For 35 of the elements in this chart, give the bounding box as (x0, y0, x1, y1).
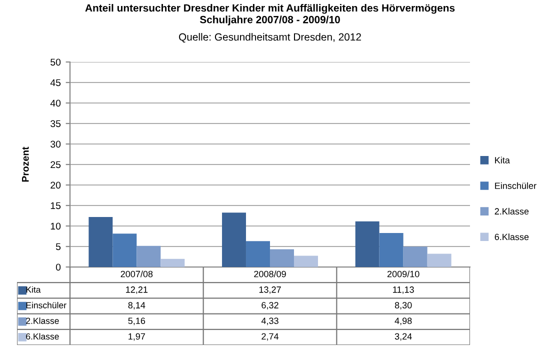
legend-label: 6.Klasse (494, 233, 529, 240)
data-label: 8,30 (394, 302, 412, 310)
y-tick-label: 45 (50, 79, 61, 86)
x-tick-label: 2009/10 (387, 270, 420, 278)
y-tick-label: 15 (50, 202, 61, 210)
data-label: 13,27 (259, 286, 281, 294)
data-label: 1,97 (128, 333, 145, 341)
y-axis-title: Prozent (22, 146, 29, 182)
data-label: 3,24 (394, 333, 412, 341)
y-tick-label: 20 (50, 182, 61, 189)
text: Einschüler (495, 182, 536, 189)
data-label: 4,33 (261, 318, 278, 326)
y-tick-label: 35 (50, 120, 61, 128)
data-label: 2,74 (262, 333, 279, 341)
data-label: 11,13 (393, 286, 414, 294)
x-tick-label: 2008/09 (254, 270, 286, 278)
text: 2.Klasse (26, 318, 59, 324)
data-label: 8,14 (128, 302, 146, 310)
legend-label: 2.Klasse (494, 208, 529, 215)
data-label: 12,21 (126, 286, 148, 294)
text: 6.Klasse (26, 333, 59, 340)
chart-title: Anteil untersuchter Dresdner Kinder mit Auffälligkeiten des Hörvermögens Schuljahre 2007/08 - 2009/10 (85, 4, 455, 26)
text: Kita (495, 156, 510, 164)
source-note: Quelle: Gesundheitsamt Dresden, 2012 (179, 33, 361, 43)
y-tick-label: 5 (56, 243, 61, 250)
data-label: 6,32 (262, 302, 278, 310)
y-tick-label: 30 (50, 140, 61, 148)
y-tick-label: 40 (50, 100, 61, 107)
y-tick-label: 25 (50, 161, 61, 168)
y-tick-label: 10 (50, 222, 61, 230)
data-label: 4,98 (394, 318, 412, 326)
y-tick-label: 0 (56, 264, 61, 271)
y-tick-label: 50 (50, 58, 61, 66)
data-label: 5,16 (128, 318, 146, 326)
x-tick-label: 2007/08 (120, 270, 153, 278)
